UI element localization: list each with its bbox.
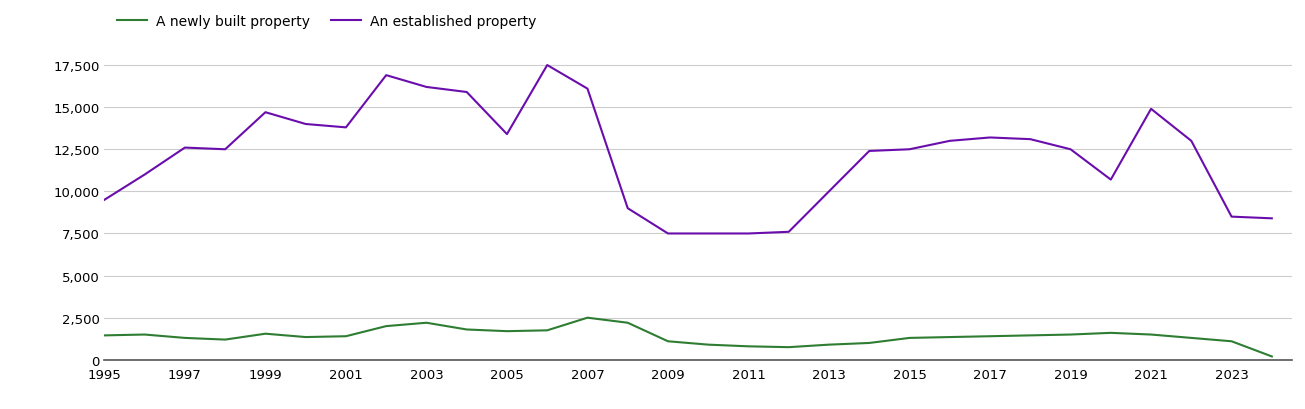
A newly built property [218,337,234,342]
A newly built property [378,324,394,329]
A newly built property [701,342,716,347]
A newly built property [459,327,475,332]
An established property [983,136,998,141]
A newly built property [780,345,796,350]
An established property [177,146,193,151]
An established property [861,149,877,154]
A newly built property [1022,333,1037,338]
A newly built property [298,335,313,340]
A newly built property [1224,339,1240,344]
An established property [701,231,716,236]
An established property [821,189,837,194]
An established property [780,230,796,235]
An established property [137,173,153,178]
An established property [1022,137,1037,142]
An established property [257,110,273,115]
An established property [1184,139,1199,144]
An established property [218,147,234,152]
An established property [378,74,394,79]
An established property [1103,178,1118,182]
An established property [97,198,112,203]
An established property [1265,216,1280,221]
A newly built property [137,332,153,337]
A newly built property [1103,330,1118,335]
An established property [419,85,435,90]
A newly built property [419,321,435,326]
An established property [338,126,354,130]
A newly built property [579,315,595,320]
A newly built property [660,339,676,344]
An established property [499,133,514,137]
A newly built property [177,336,193,341]
An established property [1143,107,1159,112]
Legend: A newly built property, An established property: A newly built property, An established p… [111,9,542,34]
A newly built property [1265,354,1280,359]
An established property [741,231,757,236]
A newly built property [620,321,636,326]
An established property [459,90,475,95]
A newly built property [902,336,917,341]
A newly built property [1184,336,1199,341]
A newly built property [539,328,555,333]
An established property [660,231,676,236]
An established property [1224,215,1240,220]
A newly built property [861,341,877,346]
An established property [539,63,555,68]
An established property [298,122,313,127]
An established property [620,206,636,211]
An established property [902,147,917,152]
An established property [579,87,595,92]
A newly built property [1062,332,1078,337]
A newly built property [499,329,514,334]
A newly built property [942,335,958,340]
Line: An established property: An established property [104,66,1272,234]
An established property [1062,147,1078,152]
A newly built property [1143,332,1159,337]
A newly built property [97,333,112,338]
A newly built property [983,334,998,339]
A newly built property [257,331,273,336]
A newly built property [338,334,354,339]
A newly built property [821,342,837,347]
Line: A newly built property: A newly built property [104,318,1272,357]
An established property [942,139,958,144]
A newly built property [741,344,757,349]
